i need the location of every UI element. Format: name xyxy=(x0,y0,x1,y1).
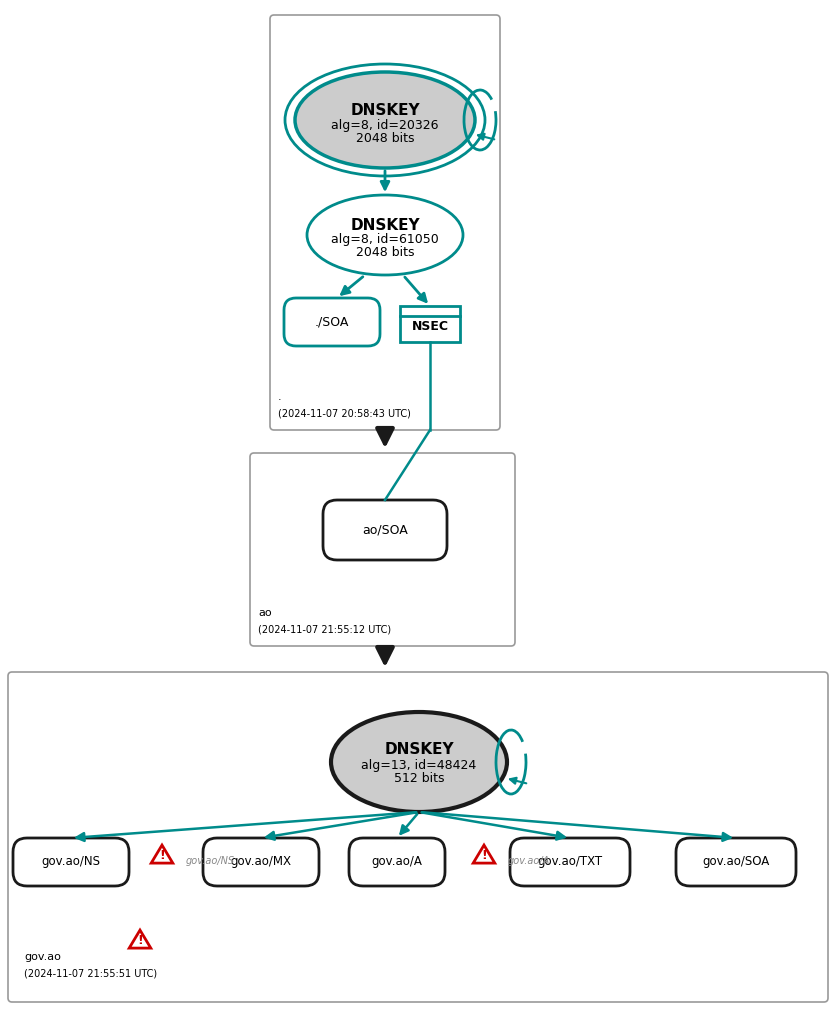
Text: gov.ao/A: gov.ao/A xyxy=(372,856,423,868)
Text: .: . xyxy=(278,392,282,403)
Text: DNSKEY: DNSKEY xyxy=(384,743,454,757)
Text: alg=8, id=20326: alg=8, id=20326 xyxy=(331,118,439,131)
Text: !: ! xyxy=(481,850,487,862)
FancyBboxPatch shape xyxy=(270,15,500,430)
Text: ao/SOA: ao/SOA xyxy=(362,524,408,536)
FancyBboxPatch shape xyxy=(250,453,515,646)
Polygon shape xyxy=(151,845,173,863)
Text: alg=8, id=61050: alg=8, id=61050 xyxy=(331,232,439,246)
Bar xyxy=(400,306,460,342)
Ellipse shape xyxy=(307,195,463,275)
FancyBboxPatch shape xyxy=(510,838,630,886)
FancyBboxPatch shape xyxy=(323,500,447,560)
Text: DNSKEY: DNSKEY xyxy=(350,103,420,117)
FancyBboxPatch shape xyxy=(13,838,129,886)
Text: ao: ao xyxy=(258,608,272,618)
FancyBboxPatch shape xyxy=(8,672,828,1002)
Polygon shape xyxy=(473,845,495,863)
Text: 2048 bits: 2048 bits xyxy=(356,246,414,259)
Text: ./SOA: ./SOA xyxy=(315,316,349,328)
Text: gov.ao/NS: gov.ao/NS xyxy=(41,856,101,868)
Ellipse shape xyxy=(295,72,475,168)
Text: (2024-11-07 21:55:12 UTC): (2024-11-07 21:55:12 UTC) xyxy=(258,624,391,634)
Text: !: ! xyxy=(137,934,143,948)
Text: !: ! xyxy=(159,850,165,862)
FancyBboxPatch shape xyxy=(349,838,445,886)
Text: gov.ao/TXT: gov.ao/TXT xyxy=(538,856,602,868)
Text: alg=13, id=48424: alg=13, id=48424 xyxy=(362,758,477,771)
FancyBboxPatch shape xyxy=(284,298,380,346)
Text: (2024-11-07 21:55:51 UTC): (2024-11-07 21:55:51 UTC) xyxy=(24,968,157,978)
Text: gov.ao/NS: gov.ao/NS xyxy=(186,856,235,866)
Text: gov.ao/SOA: gov.ao/SOA xyxy=(702,856,769,868)
Text: gov.ao/A: gov.ao/A xyxy=(508,856,550,866)
Ellipse shape xyxy=(331,712,507,812)
Text: 512 bits: 512 bits xyxy=(393,772,444,786)
FancyBboxPatch shape xyxy=(203,838,319,886)
Text: (2024-11-07 20:58:43 UTC): (2024-11-07 20:58:43 UTC) xyxy=(278,408,411,418)
Text: DNSKEY: DNSKEY xyxy=(350,217,420,232)
FancyBboxPatch shape xyxy=(676,838,796,886)
Text: 2048 bits: 2048 bits xyxy=(356,131,414,145)
Text: NSEC: NSEC xyxy=(411,321,449,333)
Text: gov.ao: gov.ao xyxy=(24,952,61,962)
Polygon shape xyxy=(129,930,151,948)
Text: gov.ao/MX: gov.ao/MX xyxy=(231,856,291,868)
